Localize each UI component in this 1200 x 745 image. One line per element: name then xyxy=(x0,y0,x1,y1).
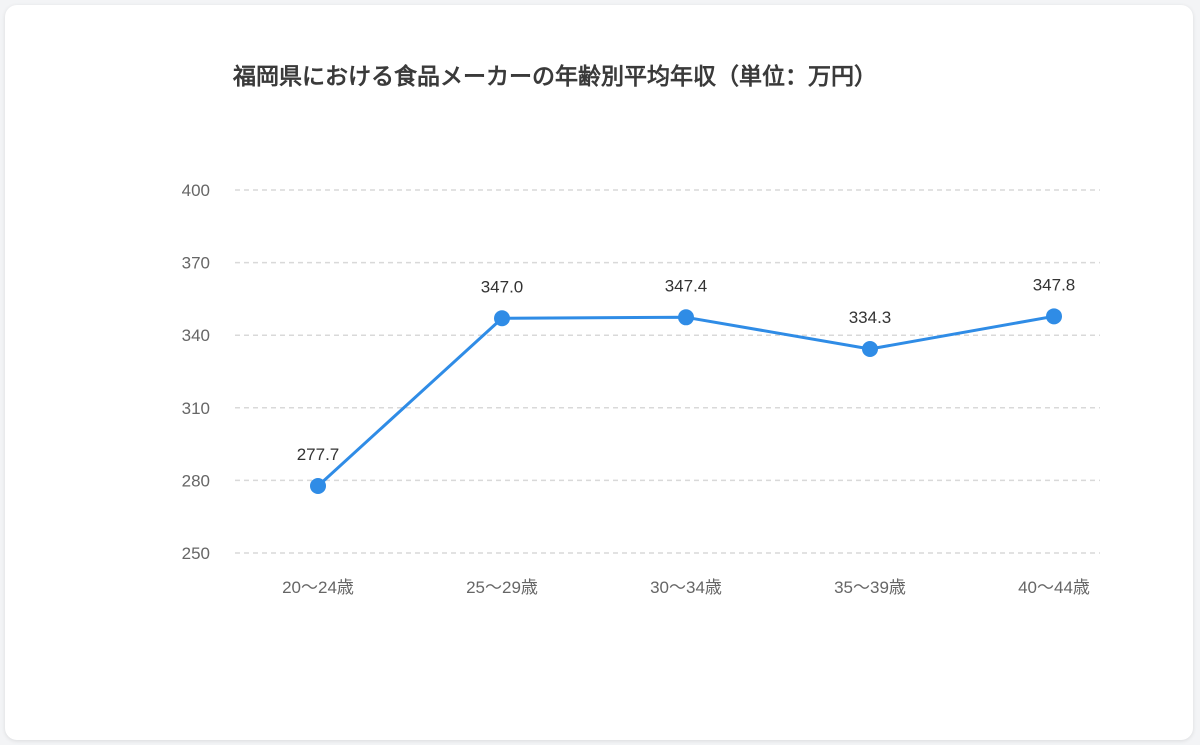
series xyxy=(310,308,1062,494)
grid-lines xyxy=(235,189,1100,554)
y-tick-label: 310 xyxy=(182,399,210,418)
data-label: 347.8 xyxy=(1033,275,1076,294)
y-tick-label: 280 xyxy=(182,471,210,490)
data-point xyxy=(862,340,878,357)
chart-card: 福岡県における食品メーカーの年齢別平均年収（単位：万円） xyxy=(5,5,1193,740)
chart-title: 福岡県における食品メーカーの年齢別平均年収（単位：万円） xyxy=(233,64,877,90)
y-axis: 250 280 310 340 370 400 xyxy=(182,181,210,563)
x-tick-label: 40〜44歳 xyxy=(1018,578,1090,597)
data-point xyxy=(494,310,510,327)
data-label: 277.7 xyxy=(297,445,340,464)
data-label: 347.0 xyxy=(481,277,524,296)
series-line xyxy=(316,314,1055,488)
x-tick-label: 30〜34歳 xyxy=(650,578,722,597)
y-tick-label: 340 xyxy=(182,326,210,345)
data-point xyxy=(310,477,326,494)
y-tick-label: 400 xyxy=(182,181,210,200)
x-tick-label: 25〜29歳 xyxy=(466,578,538,597)
x-axis: 20〜24歳 25〜29歳 30〜34歳 35〜39歳 40〜44歳 xyxy=(282,578,1090,597)
data-labels: 277.7 347.0 347.4 334.3 347.8 xyxy=(297,275,1076,464)
data-label: 347.4 xyxy=(665,276,708,295)
data-point xyxy=(1046,308,1062,325)
data-point xyxy=(678,309,694,326)
y-tick-label: 370 xyxy=(182,254,210,273)
x-tick-label: 35〜39歳 xyxy=(834,578,906,597)
data-label: 334.3 xyxy=(849,308,892,327)
x-tick-label: 20〜24歳 xyxy=(282,578,354,597)
y-tick-label: 250 xyxy=(182,544,210,563)
